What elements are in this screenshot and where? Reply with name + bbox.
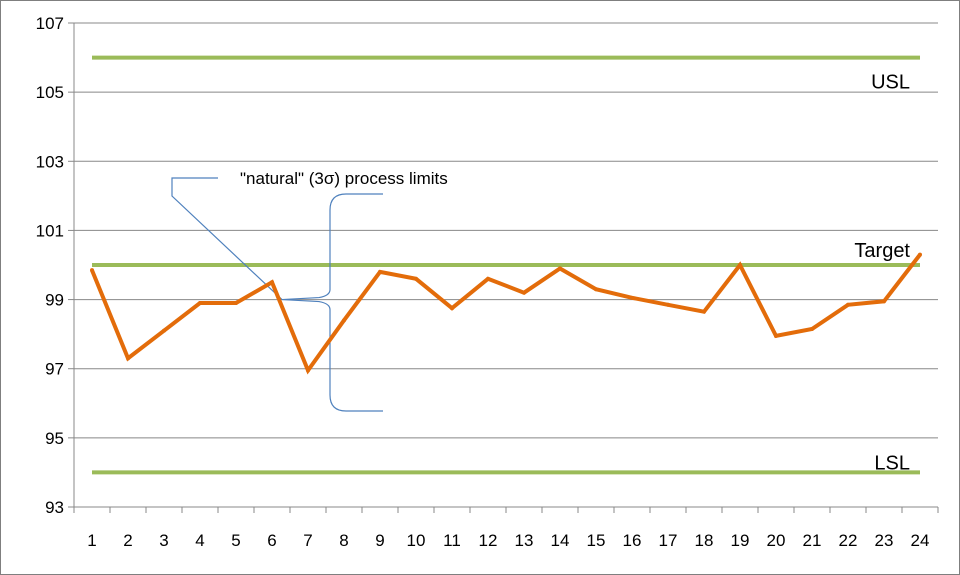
x-tick-label: 13: [515, 531, 534, 550]
x-tick-label: 14: [551, 531, 570, 550]
y-tick-label: 97: [45, 360, 64, 379]
data-point: [666, 302, 670, 307]
data-point: [774, 333, 778, 338]
usl-label: USL: [871, 72, 910, 94]
x-tick-label: 5: [231, 531, 240, 550]
data-point: [90, 268, 94, 273]
x-tick-label: 8: [339, 531, 348, 550]
data-point: [342, 318, 346, 323]
x-tick-label: 7: [303, 531, 312, 550]
x-tick-label: 6: [267, 531, 276, 550]
annotation-group: [171, 177, 383, 412]
x-tick-label: 3: [159, 531, 168, 550]
data-point: [126, 356, 130, 361]
x-tick-label: 24: [911, 531, 930, 550]
data-point: [702, 309, 706, 314]
x-tick-label: 20: [767, 531, 786, 550]
annotation-callout-line: [171, 177, 283, 301]
x-tick-label: 12: [479, 531, 498, 550]
y-tick-label: 103: [36, 152, 64, 171]
annotation-text: "natural" (3σ) process limits: [240, 169, 448, 188]
y-tick-label: 107: [36, 14, 64, 33]
data-point: [846, 302, 850, 307]
x-tick-label: 10: [407, 531, 426, 550]
data-point: [270, 280, 274, 285]
gridlines: [74, 22, 938, 439]
target-label: Target: [854, 240, 910, 262]
data-point: [882, 299, 886, 304]
data-point: [486, 276, 490, 281]
x-tick-label: 22: [839, 531, 858, 550]
x-tick-label: 17: [659, 531, 678, 550]
x-tick-label: 4: [195, 531, 204, 550]
axes: [68, 22, 939, 513]
data-point: [630, 295, 634, 300]
y-tick-label: 95: [45, 429, 64, 448]
data-point: [306, 368, 310, 373]
data-point: [234, 301, 238, 306]
x-tick-label: 11: [443, 531, 461, 550]
x-tick-label: 16: [623, 531, 642, 550]
x-tick-label: 9: [375, 531, 384, 550]
data-point: [594, 287, 598, 292]
data-point: [378, 269, 382, 274]
x-tick-label: 21: [803, 531, 822, 550]
data-point: [198, 301, 202, 306]
x-tick-label: 2: [123, 531, 132, 550]
x-tick-label: 15: [587, 531, 606, 550]
data-point: [738, 263, 742, 267]
x-tick-label: 19: [731, 531, 750, 550]
y-tick-label: 105: [36, 83, 64, 102]
data-point: [810, 326, 814, 331]
y-tick-label: 99: [45, 291, 64, 310]
reference-lines: [92, 55, 920, 475]
data-point: [558, 266, 562, 271]
data-point: [450, 306, 454, 311]
y-tick-label: 93: [45, 498, 64, 517]
y-tick-label: 101: [36, 221, 64, 240]
x-tick-label: 18: [695, 531, 714, 550]
data-point: [414, 276, 418, 281]
annotation-brace: [281, 193, 383, 412]
lsl-label: LSL: [874, 452, 910, 474]
x-tick-label: 1: [87, 531, 96, 550]
series-line-1: [90, 253, 922, 375]
data-point: [522, 290, 526, 295]
x-tick-label: 23: [875, 531, 894, 550]
data-point: [162, 328, 166, 333]
data-point: [918, 252, 922, 257]
series-layer: [90, 252, 922, 375]
